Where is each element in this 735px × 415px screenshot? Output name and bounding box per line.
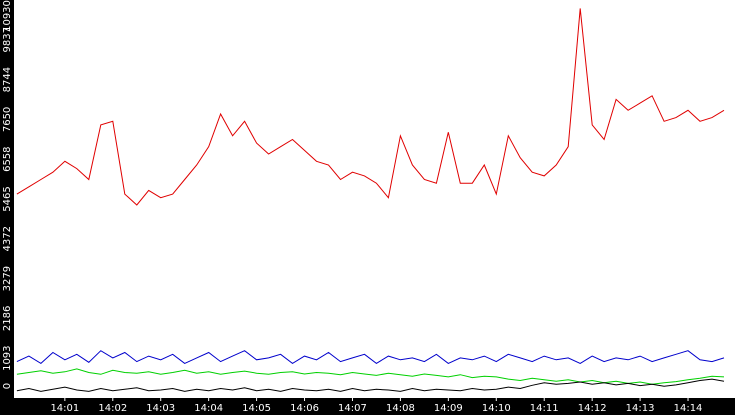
y-tick-label: 3279 (2, 266, 13, 291)
x-tick-label: 14:04 (194, 403, 223, 414)
y-tick-label: 9837 (2, 27, 13, 52)
series-line (16, 8, 725, 206)
x-tick-label: 14:06 (290, 403, 319, 414)
y-tick-label: 4372 (2, 226, 13, 251)
x-tick-label: 14:10 (482, 403, 511, 414)
x-tick-label: 14:11 (530, 403, 559, 414)
y-tick-label: 8744 (2, 67, 13, 92)
y-tick-label: 7650 (2, 107, 13, 132)
x-tick-label: 14:09 (434, 403, 463, 414)
x-tick-label: 14:07 (338, 403, 367, 414)
y-tick-label: 1093 (2, 345, 13, 370)
series-line (16, 378, 725, 392)
x-tick-label: 14:05 (242, 403, 271, 414)
x-tick-label: 14:08 (386, 403, 415, 414)
x-tick-label: 14:12 (578, 403, 607, 414)
series-line (16, 350, 725, 365)
x-tick-label: 14:03 (146, 403, 175, 414)
y-tick-label: 5465 (2, 186, 13, 211)
y-tick-label: 10930 (2, 0, 13, 32)
x-tick-label: 14:01 (50, 403, 79, 414)
x-axis-bar (0, 398, 735, 415)
y-tick-label: 2186 (2, 306, 13, 331)
x-tick-label: 14:13 (626, 403, 655, 414)
y-tick-label: 0 (2, 383, 13, 389)
y-tick-label: 6558 (2, 146, 13, 171)
y-axis-bar (0, 0, 14, 415)
series-line (16, 368, 725, 385)
x-tick-label: 14:14 (674, 403, 703, 414)
x-tick-label: 14:02 (98, 403, 127, 414)
